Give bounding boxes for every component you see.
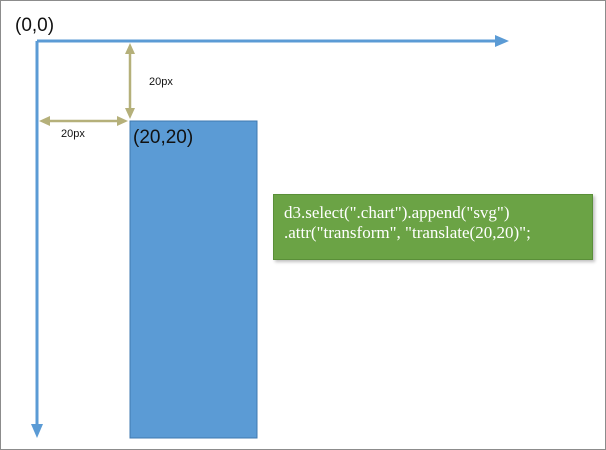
horizontal-offset-label: 20px	[61, 128, 85, 140]
vertical-dimension-arrowhead-top	[125, 43, 135, 54]
vertical-offset-label: 20px	[149, 76, 173, 88]
x-axis-arrowhead	[495, 35, 509, 47]
code-line-2: .attr("transform", "translate(20,20)";	[284, 223, 531, 242]
origin-label: (0,0)	[15, 15, 55, 36]
horizontal-dimension-arrowhead-right	[117, 116, 128, 126]
code-line-1: d3.select(".chart").append("svg")	[284, 203, 510, 222]
code-snippet-box: d3.select(".chart").append("svg") .attr(…	[273, 194, 593, 260]
y-axis-arrowhead	[31, 424, 43, 438]
translated-point-label: (20,20)	[133, 127, 194, 148]
horizontal-dimension-arrowhead-left	[39, 116, 50, 126]
vertical-dimension-arrowhead-bottom	[125, 108, 135, 119]
translated-rect	[129, 120, 258, 439]
